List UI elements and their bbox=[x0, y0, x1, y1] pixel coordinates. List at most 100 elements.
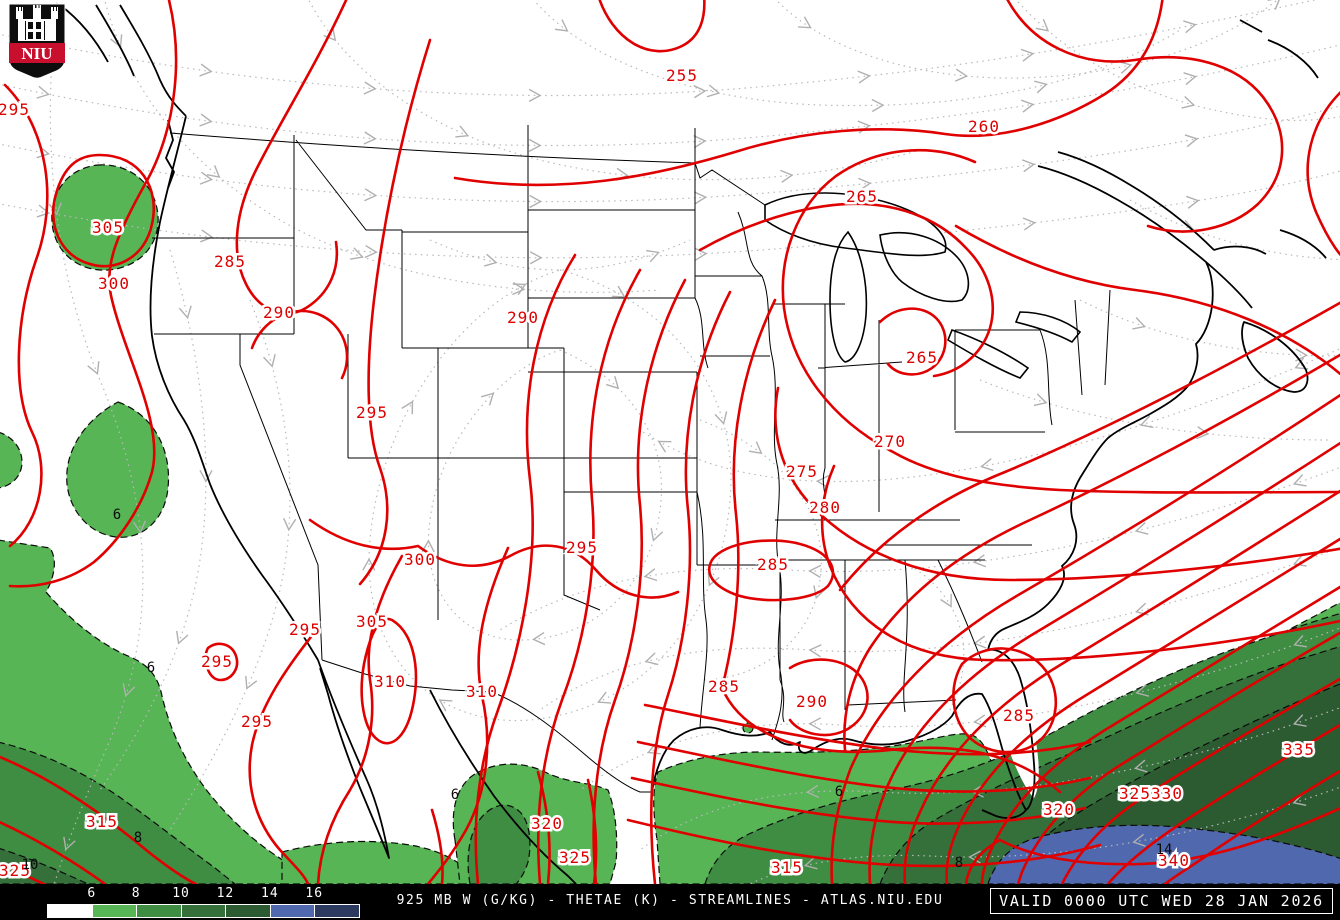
streamline-arrow-icon bbox=[968, 850, 981, 864]
streamline-arrow-icon bbox=[350, 247, 364, 260]
great-lakes bbox=[764, 192, 1082, 379]
product-title: 925 MB W (G/KG) - THETAE (K) - STREAMLIN… bbox=[396, 893, 944, 908]
thetae-contour-label: 290 bbox=[796, 692, 828, 711]
logo-text: NIU bbox=[21, 44, 52, 63]
thetae-contour-label: 335 bbox=[1283, 740, 1315, 759]
streamline-arrow-icon bbox=[63, 836, 76, 851]
streamline-arrow-icon bbox=[532, 632, 546, 646]
streamline-arrow-icon bbox=[206, 165, 221, 178]
thetae-contour-label: 290 bbox=[507, 308, 539, 327]
streamline-arrow-icon bbox=[1293, 635, 1308, 648]
streamline-arrow-icon bbox=[87, 361, 100, 376]
thetae-contour-label: 265 bbox=[906, 348, 938, 367]
streamline-arrow-icon bbox=[748, 441, 763, 455]
footer-bar: 6 8 10 12 14 16 925 MB W (G/KG) - THETAE (K) … bbox=[0, 884, 1340, 920]
thetae-contour-label: 295 bbox=[356, 403, 388, 422]
legend-cell bbox=[48, 905, 93, 917]
streamline-arrow-icon bbox=[1022, 217, 1037, 231]
streamline-arrow-icon bbox=[643, 568, 658, 582]
streamline-arrow-icon bbox=[815, 475, 830, 489]
thetae-contour-label: 325 bbox=[0, 861, 31, 880]
contour-labels-layer: 295 305 300 285 290 255 260 265 265 290 295 270 275 2… bbox=[0, 64, 1316, 883]
streamline-arrow-icon bbox=[693, 191, 708, 205]
moisture-contour-label: 6 bbox=[147, 660, 155, 676]
weather-map-svg: 295 305 300 285 290 255 260 265 265 290 295 270 275 2… bbox=[0, 0, 1340, 884]
thetae-contour-label: 275 bbox=[786, 462, 818, 481]
legend-ticks: 6 8 10 12 14 16 bbox=[47, 886, 359, 902]
legend-tick-label: 14 bbox=[261, 886, 279, 901]
streamline-arrow-icon bbox=[199, 469, 213, 483]
streamline-arrow-icon bbox=[364, 188, 378, 202]
streamline-arrow-icon bbox=[36, 85, 50, 99]
streamlines-layer bbox=[0, 0, 1340, 884]
streamline-arrow-icon bbox=[597, 691, 612, 704]
streamline-arrow-icon bbox=[263, 354, 276, 368]
state-borders bbox=[152, 125, 1111, 793]
streamline-arrow-icon bbox=[954, 68, 969, 82]
streamline-arrow-icon bbox=[857, 70, 871, 84]
streamline-arrow-icon bbox=[363, 81, 377, 95]
valid-time-box: VALID 0000 UTC WED 28 JAN 2026 bbox=[990, 888, 1333, 914]
thetae-contour-label: 295 bbox=[201, 652, 233, 671]
streamline-arrow-icon bbox=[808, 564, 822, 579]
streamline-arrow-icon bbox=[694, 247, 708, 261]
castle-icon bbox=[16, 5, 58, 41]
legend-tick-label: 12 bbox=[216, 886, 235, 901]
thetae-contour-label: 300 bbox=[404, 550, 436, 569]
streamline-arrow-icon bbox=[455, 125, 470, 138]
streamline-arrow-icon bbox=[650, 527, 664, 542]
streamline-arrow-icon bbox=[110, 34, 123, 49]
streamline-arrow-icon bbox=[245, 675, 258, 690]
streamline-arrow-icon bbox=[528, 138, 542, 153]
thetae-contour-label: 285 bbox=[708, 677, 740, 696]
streamline-arrow-icon bbox=[1035, 18, 1050, 32]
thetae-contour-label: 305 bbox=[92, 218, 124, 237]
legend-tick-label: 8 bbox=[131, 886, 141, 901]
streamline-arrow-icon bbox=[1183, 20, 1197, 34]
moisture-contour-label: 6 bbox=[451, 787, 459, 803]
streamline-arrow-icon bbox=[780, 169, 794, 183]
geography-layer bbox=[59, 4, 1327, 884]
thetae-contour-label: 340 bbox=[1158, 851, 1190, 870]
streamline-arrow-icon bbox=[611, 285, 626, 298]
thetae-contour-label: 265 bbox=[846, 187, 878, 206]
streamline-arrow-icon bbox=[871, 98, 885, 113]
castle-windows bbox=[25, 21, 45, 40]
streamline-arrow-icon bbox=[808, 644, 822, 658]
thetae-contour-label: 260 bbox=[968, 117, 1000, 136]
streamline-arrow-icon bbox=[940, 593, 952, 608]
thetae-contours-layer bbox=[0, 0, 1340, 884]
streamline-arrow-icon bbox=[363, 131, 377, 145]
streamline-arrow-icon bbox=[1020, 48, 1035, 62]
thetae-contour-label: 300 bbox=[98, 274, 130, 293]
moisture-contour-label: 10 bbox=[22, 857, 39, 873]
streamline-arrow-icon bbox=[1184, 134, 1199, 148]
streamline-arrow-icon bbox=[1181, 95, 1196, 109]
streamline-arrow-icon bbox=[693, 135, 707, 149]
thetae-contour-label: 295 bbox=[289, 620, 321, 639]
streamline-arrow-icon bbox=[1033, 393, 1048, 407]
thetae-contour-label: 295 bbox=[241, 712, 273, 731]
streamline-arrow-icon bbox=[48, 202, 62, 216]
thetae-contour-label: 290 bbox=[263, 303, 295, 322]
streamline-arrow-icon bbox=[199, 171, 214, 185]
niu-logo: NIU bbox=[8, 3, 66, 79]
streamline-arrow-icon bbox=[605, 375, 620, 390]
streamline-arrow-icon bbox=[178, 305, 192, 320]
streamline-arrow-icon bbox=[529, 194, 543, 209]
streamline-arrow-icon bbox=[480, 392, 495, 406]
streamline-arrow-icon bbox=[1132, 833, 1146, 847]
legend-cell bbox=[181, 905, 227, 917]
streamline-arrow-icon bbox=[512, 283, 527, 296]
legend-cell bbox=[137, 905, 182, 917]
streamline-arrow-icon bbox=[813, 585, 826, 600]
moisture-contour-label: 14 bbox=[1156, 842, 1173, 858]
thetae-contour-label: 270 bbox=[874, 432, 906, 451]
legend-bar bbox=[47, 904, 360, 918]
streamline-arrow-icon bbox=[199, 63, 213, 77]
streamline-arrow-icon bbox=[1267, 0, 1282, 10]
streamline-arrow-icon bbox=[980, 458, 994, 472]
streamline-arrow-icon bbox=[199, 113, 213, 127]
thetae-contour-label: 285 bbox=[214, 252, 246, 271]
streamline-arrow-icon bbox=[707, 572, 720, 587]
